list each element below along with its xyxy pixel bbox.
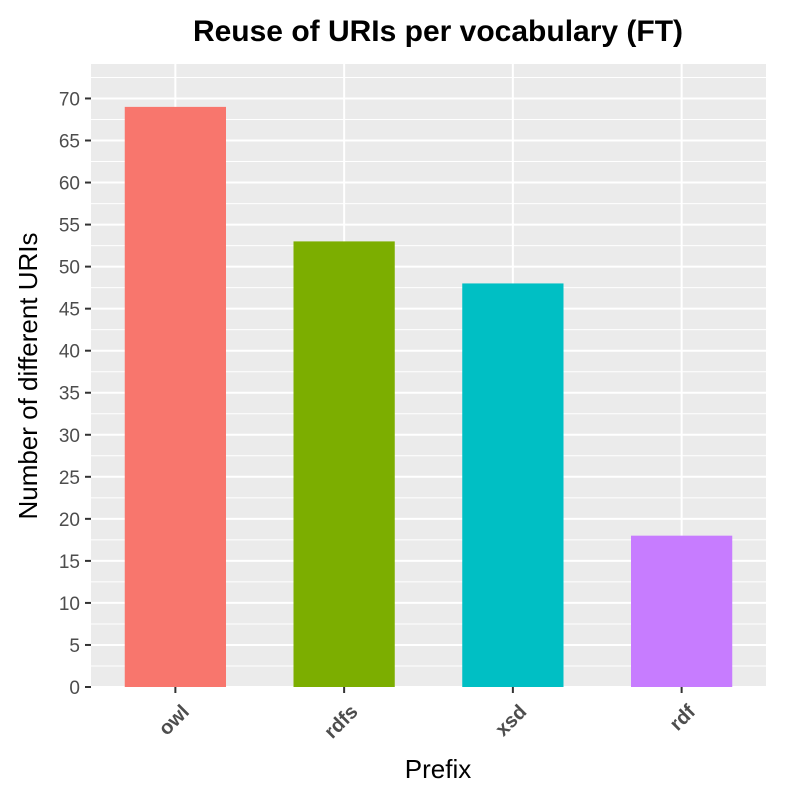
bars [124, 106, 733, 687]
y-tick-label: 70 [59, 89, 80, 110]
y-tick-label: 35 [59, 384, 80, 405]
y-tick-label: 10 [59, 594, 80, 615]
y-tick-label: 50 [59, 258, 80, 279]
x-tick-label-owl: owl [155, 701, 194, 740]
bar-owl [124, 106, 226, 687]
bar-xsd [462, 283, 564, 687]
x-axis-title: Prefix [405, 754, 471, 784]
x-axis: owl rdfs xsd rdf [155, 687, 701, 743]
bar-rdfs [293, 241, 395, 687]
chart-title: Reuse of URIs per vocabulary (FT) [193, 15, 683, 48]
y-axis: 0 5 10 15 20 25 30 35 40 45 50 55 60 65 70 [59, 89, 91, 699]
x-tick-label-rdfs: rdfs [320, 701, 362, 743]
y-tick-label: 45 [59, 300, 80, 321]
y-tick-label: 0 [69, 678, 80, 699]
y-tick-label: 20 [59, 510, 80, 531]
x-tick-label-rdf: rdf [666, 701, 701, 736]
y-tick-label: 5 [69, 636, 80, 657]
y-axis-title: Number of different URIs [13, 232, 43, 519]
y-tick-label: 15 [59, 552, 80, 573]
y-tick-label: 60 [59, 174, 80, 195]
bar-rdf [631, 535, 733, 687]
y-tick-label: 65 [59, 132, 80, 153]
y-tick-label: 40 [59, 342, 80, 363]
y-tick-label: 30 [59, 426, 80, 447]
x-tick-label-xsd: xsd [491, 701, 531, 741]
y-tick-label: 25 [59, 468, 80, 489]
y-tick-label: 55 [59, 216, 80, 237]
